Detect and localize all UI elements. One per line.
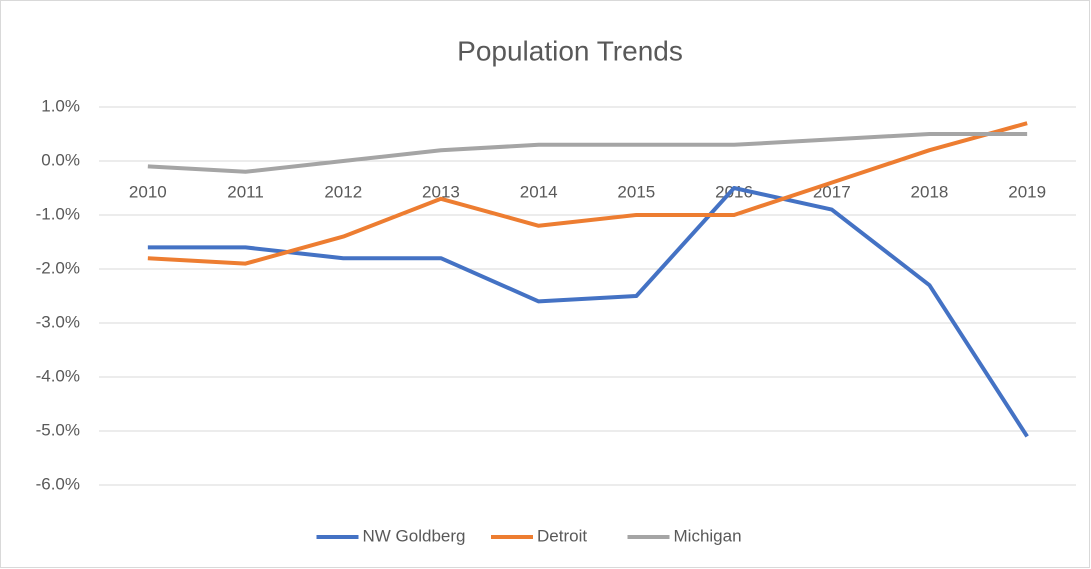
chart-title: Population Trends	[457, 35, 683, 66]
x-tick-label: 2019	[1008, 182, 1046, 201]
x-tick-label: 2010	[129, 182, 167, 201]
y-tick-label: -2.0%	[36, 258, 80, 277]
y-tick-label: -3.0%	[36, 312, 80, 331]
legend-label: Detroit	[537, 526, 587, 545]
y-tick-label: 0.0%	[41, 150, 80, 169]
series-line	[147, 132, 1028, 174]
x-tick-label: 2011	[227, 182, 264, 201]
series-line	[147, 186, 1029, 438]
y-tick-label: -5.0%	[36, 420, 80, 439]
legend-label: NW Goldberg	[363, 526, 466, 545]
x-tick-label: 2018	[911, 182, 949, 201]
y-tick-label: -4.0%	[36, 366, 80, 385]
legend-label: Michigan	[674, 526, 742, 545]
x-tick-label: 2014	[520, 182, 558, 201]
y-tick-label: 1.0%	[41, 96, 80, 115]
x-tick-label: 2013	[422, 182, 460, 201]
x-tick-label: 2015	[617, 182, 655, 201]
series-line	[147, 121, 1028, 266]
y-tick-label: -1.0%	[36, 204, 80, 223]
x-tick-label: 2012	[324, 182, 362, 201]
y-tick-label: -6.0%	[36, 474, 80, 493]
